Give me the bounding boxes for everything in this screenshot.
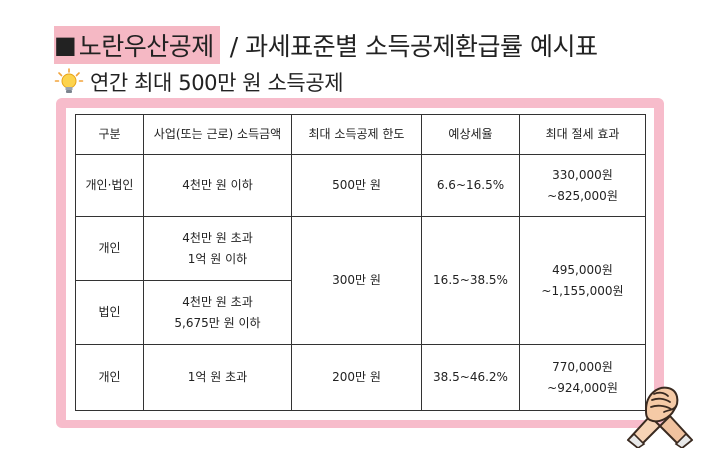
cell-type: 개인·법인	[75, 154, 144, 217]
cell-income: 4천만 원 이하	[143, 154, 292, 217]
page-title: ■ 노란우산공제 / 과세표준별 소득공제환급률 예시표	[54, 26, 598, 64]
effect-line: 495,000원	[552, 263, 613, 278]
tax-deduction-table: 구분 사업(또는 근로) 소득금액 최대 소득공제 한도 예상세율 최대 절세 …	[75, 114, 646, 411]
cell-income: 4천만 원 초과 5,675만 원 이하	[143, 280, 292, 345]
lightbulb-icon	[54, 68, 84, 93]
cell-limit: 200만 원	[291, 344, 422, 411]
header-rate: 예상세율	[421, 114, 520, 155]
cell-rate: 38.5~46.2%	[421, 344, 520, 411]
subtitle-text: 연간 최대 500만 원 소득공제	[90, 71, 344, 95]
cell-limit: 500만 원	[291, 154, 422, 217]
header-type: 구분	[75, 114, 144, 155]
table-row: 법인 4천만 원 초과 5,675만 원 이하	[75, 280, 646, 345]
table-header-row: 구분 사업(또는 근로) 소득금액 최대 소득공제 한도 예상세율 최대 절세 …	[75, 114, 646, 155]
cell-limit: 300만 원	[291, 216, 422, 345]
table-row: 개인 1억 원 초과 200만 원 38.5~46.2% 770,000원 ~9…	[75, 344, 646, 411]
income-line: 1억 원 이하	[187, 251, 248, 266]
header-limit: 최대 소득공제 한도	[291, 114, 422, 155]
cell-effect: 330,000원 ~825,000원	[519, 154, 646, 217]
table-row: 개인·법인 4천만 원 이하 500만 원 6.6~16.5% 330,000원…	[75, 154, 646, 217]
square-bullet-icon: ■	[54, 31, 77, 59]
header-income: 사업(또는 근로) 소득금액	[143, 114, 292, 155]
cell-income: 4천만 원 초과 1억 원 이하	[143, 216, 292, 281]
title-highlight: ■ 노란우산공제	[54, 26, 220, 64]
effect-line: 330,000원	[552, 168, 613, 183]
cell-rate: 16.5~38.5%	[421, 216, 520, 345]
income-line: 5,675만 원 이하	[174, 315, 261, 330]
cell-type: 법인	[75, 280, 144, 345]
handshake-icon	[626, 386, 694, 448]
header-effect: 최대 절세 효과	[519, 114, 646, 155]
cell-type: 개인	[75, 216, 144, 281]
subtitle: 연간 최대 500만 원 소득공제	[54, 68, 344, 96]
income-line: 4천만 원 초과	[182, 295, 253, 310]
effect-line: ~825,000원	[547, 188, 618, 203]
effect-line: ~924,000원	[547, 380, 618, 395]
title-highlight-text: 노란우산공제	[78, 32, 215, 61]
cell-rate: 6.6~16.5%	[421, 154, 520, 217]
cell-type: 개인	[75, 344, 144, 411]
cell-effect: 495,000원 ~1,155,000원	[519, 216, 646, 345]
income-line: 1억 원 초과	[187, 370, 248, 385]
cell-income: 1억 원 초과	[143, 344, 292, 411]
cell-effect: 770,000원 ~924,000원	[519, 344, 646, 411]
income-line: 4천만 원 초과	[182, 231, 253, 246]
income-line: 4천만 원 이하	[182, 178, 253, 193]
title-rest-text: / 과세표준별 소득공제환급률 예시표	[229, 32, 598, 61]
effect-line: ~1,155,000원	[541, 283, 624, 298]
effect-line: 770,000원	[552, 360, 613, 375]
table-row: 개인 4천만 원 초과 1억 원 이하 300만 원 16.5~38.5% 49…	[75, 216, 646, 345]
